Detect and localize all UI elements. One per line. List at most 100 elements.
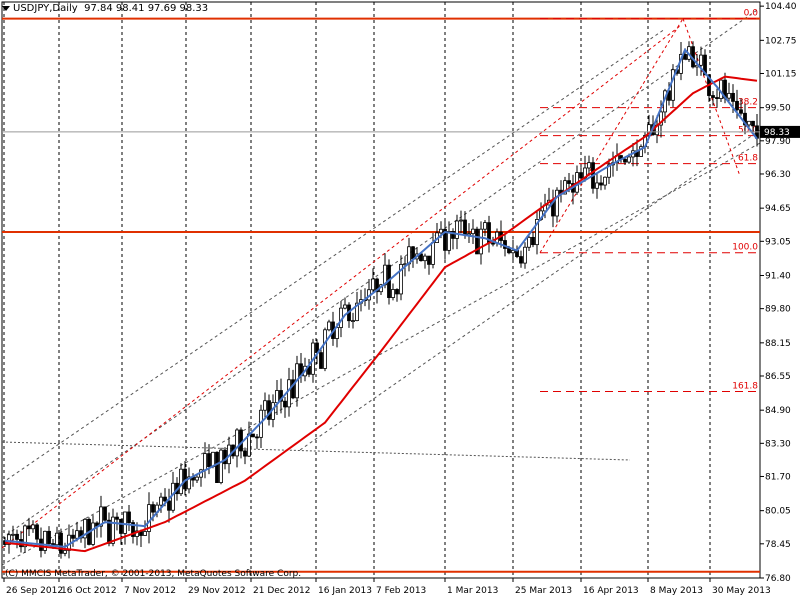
candle-body bbox=[355, 302, 359, 321]
candle-body bbox=[603, 176, 607, 186]
candle-body bbox=[83, 518, 87, 539]
candle-body bbox=[455, 220, 459, 239]
y-tick-label: 76.80 bbox=[765, 574, 791, 584]
fib-trendline bbox=[539, 18, 684, 253]
candle-body bbox=[523, 246, 527, 264]
candle-body bbox=[731, 92, 735, 102]
candle-body bbox=[747, 120, 751, 126]
candle-body bbox=[423, 255, 427, 262]
candle-body bbox=[391, 289, 395, 298]
candle-body bbox=[123, 511, 127, 534]
triangle-down-icon[interactable] bbox=[2, 5, 10, 11]
x-tick-label: 21 Dec 2012 bbox=[253, 586, 311, 596]
x-tick-label: 16 Jan 2013 bbox=[318, 586, 372, 596]
fib-trendline bbox=[682, 18, 741, 177]
candle-body bbox=[147, 504, 151, 532]
fib-level-label: 61.8 bbox=[738, 154, 758, 164]
candle-body bbox=[55, 532, 59, 546]
candle-body bbox=[327, 321, 331, 331]
candle-body bbox=[51, 543, 55, 546]
y-tick-label: 80.05 bbox=[765, 507, 791, 517]
candle-body bbox=[439, 228, 443, 234]
plot-frame bbox=[1, 1, 761, 579]
candle-body bbox=[483, 222, 487, 230]
candle-body bbox=[443, 228, 447, 251]
current-price-label: 98.33 bbox=[764, 128, 790, 138]
candle-body bbox=[527, 236, 531, 248]
candle-body bbox=[11, 533, 15, 536]
y-tick-label: 99.50 bbox=[765, 104, 791, 114]
candle-body bbox=[63, 550, 67, 554]
candle-body bbox=[587, 162, 591, 169]
fib-level-label: 38.2 bbox=[738, 98, 758, 108]
x-tick-label: 25 Mar 2013 bbox=[515, 586, 572, 596]
candle-body bbox=[555, 189, 559, 217]
candle-body bbox=[187, 476, 191, 490]
candle-body bbox=[519, 256, 523, 264]
candle-body bbox=[103, 506, 107, 521]
x-tick-label: 1 Mar 2013 bbox=[447, 586, 498, 596]
candle-body bbox=[111, 516, 115, 544]
candle-body bbox=[427, 255, 431, 265]
candle-body bbox=[351, 320, 355, 322]
copyright-text: (C) MMCIS MetaTrader, © 2001-2013, MetaQ… bbox=[5, 569, 302, 579]
candle-body bbox=[683, 53, 687, 60]
candle-body bbox=[699, 54, 703, 66]
candle-body bbox=[27, 525, 31, 530]
fib-level-label: 100.0 bbox=[732, 243, 758, 253]
candle-body bbox=[107, 519, 111, 544]
candle-body bbox=[99, 506, 103, 527]
candle-body bbox=[447, 231, 451, 251]
candle-body bbox=[703, 54, 707, 76]
x-tick-label: 16 Apr 2013 bbox=[583, 586, 639, 596]
x-tick-label: 16 Oct 2012 bbox=[61, 586, 117, 596]
candle-body bbox=[167, 500, 171, 511]
ohlc-readout: 97.84 98.41 97.69 98.33 bbox=[84, 3, 209, 14]
y-tick-label: 93.05 bbox=[765, 237, 791, 247]
y-tick-label: 86.55 bbox=[765, 372, 791, 382]
candle-body bbox=[343, 304, 347, 309]
candle-body bbox=[35, 524, 39, 540]
candle-body bbox=[475, 228, 479, 255]
candle-body bbox=[567, 180, 571, 184]
y-tick-label: 78.45 bbox=[765, 540, 791, 550]
y-tick-label: 102.75 bbox=[765, 36, 797, 46]
chart-header: USDJPY,Daily 97.84 98.41 97.69 98.33 bbox=[2, 3, 208, 14]
fib-level-label: 50.0 bbox=[738, 126, 758, 136]
moving-average-fast bbox=[4, 47, 758, 548]
candle-body bbox=[219, 449, 223, 483]
candle-body bbox=[659, 111, 663, 126]
candle-body bbox=[535, 219, 539, 246]
x-tick-label: 8 May 2013 bbox=[650, 586, 703, 596]
candle-body bbox=[163, 496, 167, 502]
candle-body bbox=[283, 400, 287, 408]
candle-body bbox=[279, 390, 283, 402]
y-tick-label: 104.40 bbox=[765, 2, 797, 12]
y-tick-label: 83.30 bbox=[765, 439, 791, 449]
candle-body bbox=[459, 219, 463, 222]
x-tick-label: 29 Nov 2012 bbox=[188, 586, 246, 596]
candle-body bbox=[127, 511, 131, 523]
candle-body bbox=[531, 236, 535, 246]
candle-body bbox=[375, 278, 379, 293]
candle-body bbox=[115, 516, 119, 520]
support-line bbox=[1, 441, 631, 461]
candle-body bbox=[59, 532, 63, 554]
candle-body bbox=[267, 400, 271, 420]
y-tick-label: 91.40 bbox=[765, 271, 791, 281]
channel-line bbox=[1, 28, 666, 484]
candle-body bbox=[215, 451, 219, 483]
candle-body bbox=[715, 97, 719, 99]
channel-line bbox=[1, 7, 761, 539]
candle-body bbox=[323, 329, 327, 369]
x-tick-label: 7 Feb 2013 bbox=[376, 586, 426, 596]
trend-line bbox=[1, 25, 681, 549]
candle-body bbox=[371, 278, 375, 291]
candle-body bbox=[563, 180, 567, 195]
candle-body bbox=[623, 158, 627, 163]
fib-level-label: 161.8 bbox=[732, 382, 758, 392]
y-tick-label: 96.30 bbox=[765, 170, 791, 180]
candle-body bbox=[479, 228, 483, 255]
